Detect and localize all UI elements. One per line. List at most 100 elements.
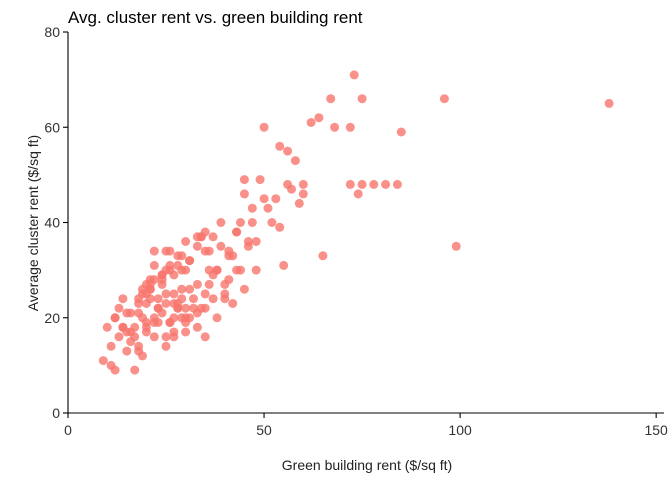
- data-point: [138, 289, 147, 299]
- data-point: [259, 122, 269, 132]
- data-point: [212, 265, 222, 275]
- data-point: [153, 318, 163, 327]
- data-point: [149, 260, 159, 270]
- data-point: [239, 189, 249, 199]
- data-point: [173, 260, 183, 270]
- data-point: [271, 194, 281, 204]
- data-point: [130, 365, 140, 375]
- data-point: [298, 179, 308, 189]
- data-point: [102, 322, 112, 332]
- data-point: [181, 303, 191, 313]
- x-axis-label: Green building rent ($/sq ft): [282, 457, 452, 473]
- data-point: [185, 284, 195, 294]
- data-point: [177, 284, 187, 294]
- data-point: [161, 289, 171, 299]
- data-point: [165, 318, 175, 327]
- data-point: [275, 222, 285, 232]
- data-point: [220, 279, 230, 289]
- data-point: [353, 189, 363, 199]
- x-tick-label: 100: [448, 422, 472, 438]
- data-point: [114, 303, 124, 313]
- chart-title: Avg. cluster rent vs. green building ren…: [68, 8, 363, 27]
- data-point: [275, 141, 285, 151]
- y-tick-label: 60: [44, 119, 60, 135]
- data-point: [216, 241, 226, 251]
- data-point: [200, 246, 210, 256]
- data-point: [604, 98, 614, 108]
- x-tick-label: 50: [256, 422, 272, 438]
- data-point: [110, 313, 120, 323]
- data-point: [290, 156, 300, 166]
- y-tick-label: 80: [44, 24, 60, 40]
- data-point: [396, 127, 406, 137]
- data-point: [134, 346, 144, 356]
- data-point: [247, 218, 257, 227]
- data-point: [287, 184, 296, 194]
- data-point: [212, 313, 222, 323]
- data-point: [189, 294, 198, 304]
- x-tick-label: 150: [644, 422, 668, 438]
- data-point: [298, 189, 308, 199]
- x-tick-label: 0: [64, 422, 72, 438]
- data-point: [239, 284, 249, 294]
- data-point: [251, 265, 261, 275]
- data-point: [255, 175, 265, 185]
- data-point: [306, 118, 316, 127]
- data-point: [236, 218, 245, 227]
- data-point: [204, 279, 214, 289]
- data-point: [149, 332, 159, 342]
- y-ticks: 0 20 40 60 80: [44, 24, 68, 421]
- data-point: [98, 356, 108, 366]
- data-point: [200, 332, 210, 342]
- data-point: [110, 365, 120, 375]
- data-point: [208, 232, 218, 242]
- data-point: [451, 241, 461, 251]
- data-point: [439, 94, 449, 104]
- y-tick-label: 20: [44, 310, 60, 326]
- data-point: [208, 294, 218, 304]
- data-point: [157, 270, 167, 280]
- data-point: [232, 227, 242, 237]
- data-point: [192, 322, 202, 332]
- data-point: [200, 289, 210, 299]
- data-point: [345, 122, 355, 132]
- data-point: [153, 294, 163, 304]
- data-point: [181, 265, 191, 275]
- x-ticks: 0 50 100 150: [64, 413, 668, 438]
- data-point: [153, 303, 163, 313]
- data-point: [345, 179, 355, 189]
- data-point: [189, 303, 198, 313]
- data-point: [118, 294, 128, 304]
- data-point: [122, 308, 132, 318]
- data-point: [224, 251, 234, 261]
- y-tick-label: 40: [44, 215, 60, 231]
- data-point: [369, 179, 379, 189]
- y-tick-label: 0: [52, 405, 60, 421]
- data-point: [169, 332, 179, 342]
- data-point: [181, 237, 191, 246]
- data-point: [349, 70, 359, 80]
- data-point: [216, 218, 226, 227]
- points-layer: [98, 70, 614, 375]
- data-point: [177, 313, 187, 323]
- data-point: [294, 198, 304, 208]
- data-point: [149, 246, 159, 256]
- data-point: [251, 237, 261, 246]
- data-point: [161, 299, 171, 308]
- data-point: [314, 113, 324, 123]
- data-point: [243, 241, 253, 251]
- data-point: [381, 179, 391, 189]
- data-point: [196, 303, 206, 313]
- data-point: [247, 203, 257, 213]
- data-point: [130, 332, 140, 342]
- data-point: [263, 203, 273, 213]
- data-point: [283, 146, 293, 156]
- data-point: [330, 122, 340, 132]
- data-point: [185, 256, 195, 266]
- data-point: [161, 332, 171, 342]
- data-point: [161, 341, 171, 351]
- data-point: [357, 179, 367, 189]
- data-point: [169, 270, 179, 280]
- data-point: [173, 303, 183, 313]
- y-axis-label: Average cluster rent ($/sq ft): [25, 135, 41, 311]
